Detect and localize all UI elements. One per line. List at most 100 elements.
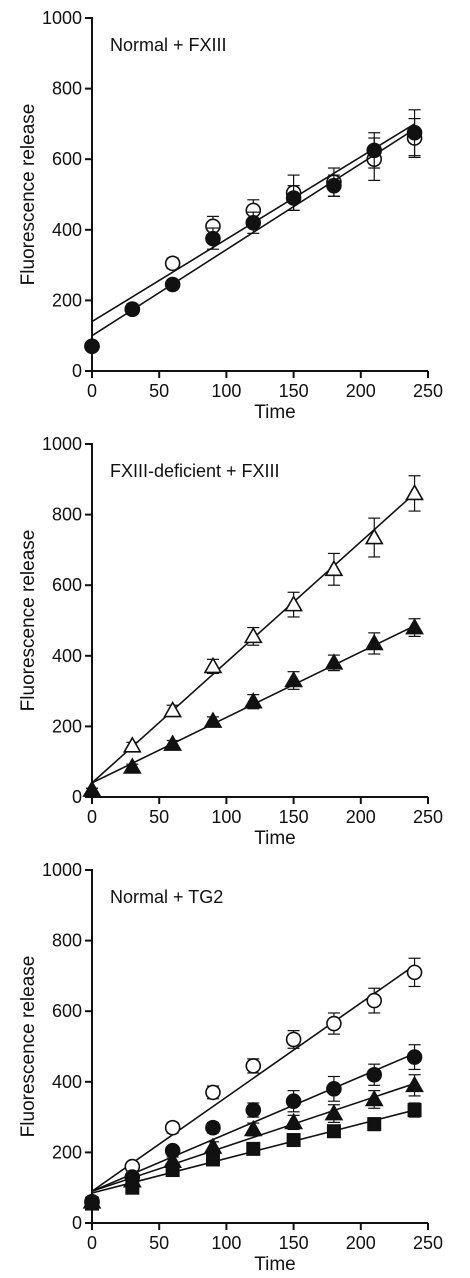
y-tick-label: 1000 bbox=[42, 434, 82, 454]
panel-title: Normal + FXIII bbox=[110, 35, 227, 55]
x-tick-label: 100 bbox=[211, 381, 241, 401]
data-point bbox=[165, 1163, 180, 1178]
panel-title: Normal + TG2 bbox=[110, 887, 223, 907]
y-tick-label: 800 bbox=[52, 931, 82, 951]
data-point bbox=[285, 1093, 302, 1110]
data-point bbox=[163, 734, 183, 751]
chart-normal-fxiii: 0 200 400 600 800 1000 0 50 100 150 200 250 Time Fluo… bbox=[18, 8, 443, 423]
y-tick-label: 600 bbox=[52, 1001, 82, 1021]
data-point bbox=[326, 1015, 342, 1032]
data-point bbox=[286, 1133, 301, 1148]
series-0 bbox=[82, 475, 424, 797]
x-tick-label: 150 bbox=[279, 381, 309, 401]
data-point bbox=[164, 276, 181, 293]
data-point bbox=[326, 1081, 342, 1097]
y-tick-label: 200 bbox=[52, 290, 82, 310]
x-tick-label: 100 bbox=[211, 1233, 241, 1253]
data-point bbox=[326, 1124, 341, 1139]
x-tick-label: 0 bbox=[87, 381, 97, 401]
x-tick-label: 100 bbox=[211, 807, 241, 827]
data-point bbox=[164, 255, 181, 272]
data-point bbox=[124, 301, 141, 318]
x-tick-label: 200 bbox=[346, 381, 376, 401]
y-tick-label: 800 bbox=[52, 505, 82, 525]
data-point bbox=[326, 177, 342, 194]
data-point bbox=[122, 757, 142, 774]
data-point bbox=[367, 1117, 382, 1132]
x-tick-label: 250 bbox=[413, 807, 443, 827]
y-axis-title: Fluorescence release bbox=[18, 104, 39, 286]
data-point bbox=[364, 527, 384, 545]
data-point bbox=[245, 214, 262, 231]
chart-panel-3: 0 200 400 600 800 1000 0 50 100 150 200 250 Time Fluo… bbox=[0, 852, 470, 1278]
data-point bbox=[84, 338, 100, 355]
x-tick-label: 50 bbox=[149, 1233, 169, 1253]
data-point bbox=[406, 1049, 423, 1065]
x-axis-title: Time bbox=[254, 402, 296, 423]
data-point bbox=[284, 595, 303, 612]
y-tick-label: 1000 bbox=[42, 8, 82, 28]
fit-line bbox=[91, 964, 416, 1192]
y-tick-label: 200 bbox=[52, 1142, 82, 1162]
data-point bbox=[246, 1141, 261, 1156]
data-point bbox=[324, 1103, 344, 1121]
x-tick-label: 200 bbox=[346, 807, 376, 827]
fit-line bbox=[91, 1082, 415, 1192]
data-point bbox=[243, 1119, 263, 1137]
data-point bbox=[366, 1066, 383, 1083]
data-point bbox=[85, 1196, 99, 1211]
chart-panel-1: 0 200 400 600 800 1000 0 50 100 150 200 250 Time Fluo… bbox=[0, 0, 470, 426]
x-tick-label: 0 bbox=[87, 1233, 97, 1253]
chart-normal-tg2: 0 200 400 600 800 1000 0 50 100 150 200 250 Time Fluo… bbox=[18, 860, 443, 1275]
data-point bbox=[205, 1084, 221, 1101]
y-tick-label: 400 bbox=[52, 1072, 82, 1092]
data-point bbox=[364, 1089, 384, 1107]
chart-panel-2: 0 200 400 600 800 1000 0 50 100 150 200 250 Time Fluo… bbox=[0, 426, 470, 852]
data-point bbox=[125, 1180, 140, 1195]
data-point bbox=[205, 230, 221, 247]
data-point bbox=[366, 992, 383, 1009]
series-0 bbox=[84, 957, 423, 1210]
series-1 bbox=[84, 1044, 423, 1210]
data-point bbox=[203, 711, 223, 728]
y-tick-label: 200 bbox=[52, 716, 82, 736]
y-tick-label: 800 bbox=[52, 79, 82, 99]
data-point bbox=[364, 633, 384, 651]
y-tick-label: 400 bbox=[52, 220, 82, 240]
data-point bbox=[324, 653, 344, 670]
data-point bbox=[245, 1102, 262, 1118]
data-point bbox=[164, 1119, 181, 1136]
y-axis-title: Fluorescence release bbox=[18, 956, 39, 1138]
x-tick-label: 150 bbox=[279, 807, 309, 827]
data-point bbox=[122, 736, 142, 753]
data-point bbox=[203, 656, 223, 674]
series-1 bbox=[84, 109, 423, 355]
data-point bbox=[406, 964, 423, 981]
data-point bbox=[405, 483, 424, 501]
data-point bbox=[366, 142, 383, 159]
y-tick-label: 600 bbox=[52, 149, 82, 169]
data-point bbox=[285, 1031, 302, 1048]
data-point bbox=[407, 1103, 422, 1118]
y-tick-label: 400 bbox=[52, 646, 82, 666]
data-point bbox=[405, 617, 424, 635]
series-1 bbox=[82, 617, 424, 797]
series-3 bbox=[85, 1102, 422, 1211]
x-tick-label: 50 bbox=[149, 807, 169, 827]
y-tick-label: 0 bbox=[72, 1213, 82, 1233]
data-point bbox=[406, 124, 423, 141]
data-point bbox=[82, 780, 102, 797]
data-point bbox=[284, 1112, 303, 1130]
x-tick-label: 250 bbox=[413, 381, 443, 401]
x-axis-title: Time bbox=[254, 1254, 296, 1275]
panel-title: FXIII-deficient + FXIII bbox=[110, 461, 280, 481]
data-point bbox=[205, 1119, 221, 1136]
data-point bbox=[284, 670, 303, 688]
data-point bbox=[245, 1058, 262, 1074]
x-tick-label: 50 bbox=[149, 381, 169, 401]
y-tick-label: 0 bbox=[72, 787, 82, 807]
data-point bbox=[405, 1075, 424, 1093]
x-tick-label: 200 bbox=[346, 1233, 376, 1253]
x-tick-label: 150 bbox=[279, 1233, 309, 1253]
x-axis-title: Time bbox=[254, 828, 296, 849]
